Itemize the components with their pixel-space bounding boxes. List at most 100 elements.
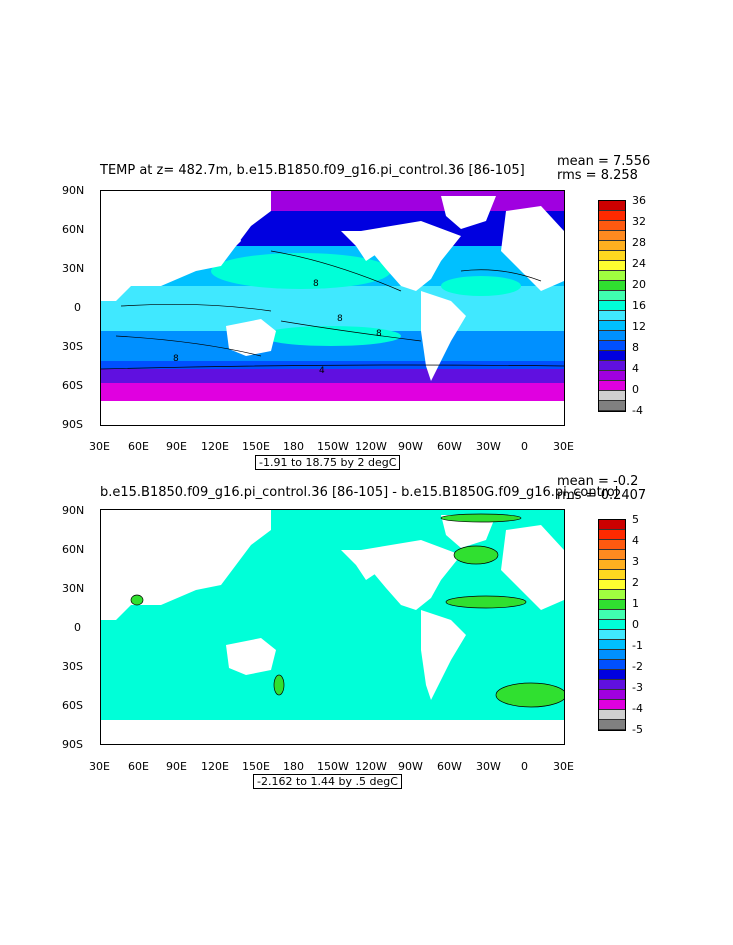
panel1-range-box: -1.91 to 18.75 by 2 degC — [255, 455, 401, 470]
panel1-map: 8 8 8 8 4 — [100, 190, 565, 426]
colorbar-label: -4 — [632, 702, 643, 715]
colorbar-swatch — [599, 520, 625, 530]
colorbar-swatch — [599, 550, 625, 560]
colorbar-swatch — [599, 321, 625, 331]
lon-label: 150W — [317, 440, 349, 453]
colorbar-label: 28 — [632, 236, 646, 249]
contour-line-3 — [270, 250, 402, 292]
lon-label: 30E — [553, 760, 574, 773]
lon-label: 120W — [355, 440, 387, 453]
lat-label-90s: 90S — [62, 418, 83, 431]
anomaly-patch-south-atlantic — [495, 682, 567, 708]
colorbar-label: -4 — [632, 404, 643, 417]
lon-label: 60E — [128, 440, 149, 453]
colorbar-swatch — [599, 301, 625, 311]
land-asia — [101, 191, 271, 301]
lat-label-90n: 90N — [62, 504, 85, 517]
land-asia — [101, 510, 271, 620]
colorbar-label: 4 — [632, 362, 639, 375]
land-south-america — [421, 291, 466, 381]
lat-label-90n: 90N — [62, 184, 85, 197]
land-antarctica — [101, 720, 564, 744]
land-south-america — [421, 610, 466, 700]
colorbar-swatch — [599, 251, 625, 261]
colorbar-swatch — [599, 560, 625, 570]
colorbar-swatch — [599, 271, 625, 281]
colorbar-swatch — [599, 351, 625, 361]
colorbar-label: -5 — [632, 723, 643, 736]
colorbar-swatch — [599, 241, 625, 251]
panel1-title: TEMP at z= 482.7m, b.e15.B1850.f09_g16.p… — [100, 163, 525, 178]
colorbar-swatch — [599, 610, 625, 620]
ocean-band-antarctic — [101, 383, 564, 401]
colorbar-swatch — [599, 391, 625, 401]
panel2-mean: mean = -0.2 — [557, 474, 639, 489]
colorbar-swatch — [599, 540, 625, 550]
panel2-map-canvas — [101, 510, 567, 744]
panel2-title: b.e15.B1850.f09_g16.pi_control.36 [86-10… — [100, 485, 619, 500]
anomaly-patch-north-atlantic — [445, 595, 527, 609]
lon-label: 90W — [398, 440, 423, 453]
land-north-america-west — [341, 231, 381, 261]
gyre-south-pacific — [261, 326, 401, 346]
colorbar-label: 0 — [632, 383, 639, 396]
colorbar-swatch — [599, 371, 625, 381]
lon-label: 90W — [398, 760, 423, 773]
panel2-range-box: -2.162 to 1.44 by .5 degC — [253, 774, 402, 789]
lon-label: 150W — [317, 760, 349, 773]
colorbar-swatch — [599, 361, 625, 371]
anomaly-patch-tasman — [273, 674, 285, 696]
colorbar-swatch — [599, 530, 625, 540]
panel2-rms: rms = 0.2407 — [557, 488, 647, 503]
colorbar-swatch — [599, 281, 625, 291]
lon-label: 60W — [437, 440, 462, 453]
colorbar-label: 3 — [632, 555, 639, 568]
panel1-colorbar — [598, 200, 626, 412]
lon-label: 60E — [128, 760, 149, 773]
lat-label-0: 0 — [74, 621, 81, 634]
colorbar-swatch — [599, 331, 625, 341]
ocean-band-southern — [101, 369, 564, 387]
lon-label: 120W — [355, 760, 387, 773]
panel2-colorbar — [598, 519, 626, 731]
land-north-america-west — [341, 550, 381, 580]
lon-label: 60W — [437, 760, 462, 773]
colorbar-swatch — [599, 640, 625, 650]
lon-label: 150E — [242, 440, 270, 453]
panel1-map-canvas: 8 8 8 8 4 — [100, 191, 565, 425]
colorbar-swatch — [599, 580, 625, 590]
land-australia — [226, 319, 276, 356]
colorbar-label: 2 — [632, 576, 639, 589]
colorbar-label: 1 — [632, 597, 639, 610]
colorbar-swatch — [599, 341, 625, 351]
contour-label: 8 — [313, 279, 319, 289]
panel1-mean: mean = 7.556 — [557, 154, 651, 169]
colorbar-label: -3 — [632, 681, 643, 694]
land-greenland — [441, 515, 496, 548]
land-greenland — [441, 196, 496, 229]
lat-label-60n: 60N — [62, 223, 85, 236]
land-europe — [501, 206, 564, 291]
contour-label: 8 — [173, 354, 179, 364]
contour-label: 8 — [376, 329, 382, 339]
contour-line-1 — [120, 303, 272, 312]
colorbar-swatch — [599, 670, 625, 680]
colorbar-swatch — [599, 231, 625, 241]
colorbar-label: 12 — [632, 320, 646, 333]
anomaly-patch-arctic — [440, 513, 522, 523]
lon-label: 120E — [201, 760, 229, 773]
colorbar-label: 24 — [632, 257, 646, 270]
lon-label: 0 — [521, 760, 528, 773]
lat-label-60s: 60S — [62, 699, 83, 712]
lat-label-30n: 30N — [62, 582, 85, 595]
colorbar-swatch — [599, 650, 625, 660]
lat-label-60s: 60S — [62, 379, 83, 392]
colorbar-label: 5 — [632, 513, 639, 526]
lon-label: 90E — [166, 440, 187, 453]
contour-label: 4 — [319, 366, 325, 376]
lon-label: 120E — [201, 440, 229, 453]
panel1-rms: rms = 8.258 — [557, 168, 638, 183]
lat-label-60n: 60N — [62, 543, 85, 556]
colorbar-label: -1 — [632, 639, 643, 652]
colorbar-swatch — [599, 590, 625, 600]
